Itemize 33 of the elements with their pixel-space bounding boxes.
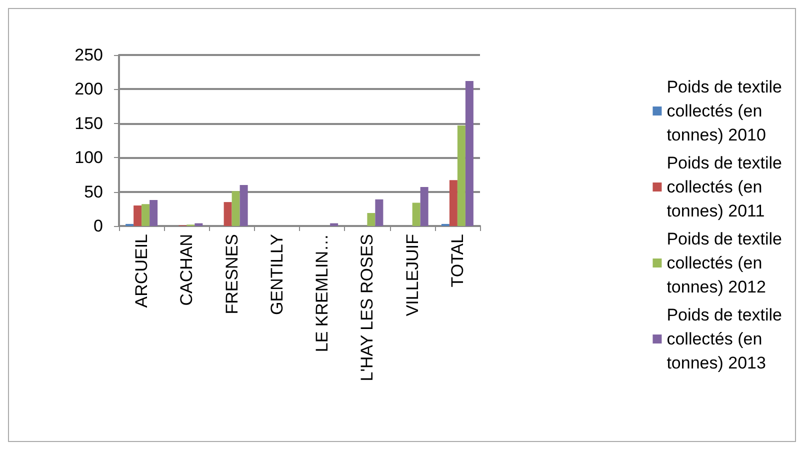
x-tick-label: TOTAL — [448, 234, 467, 288]
bar — [449, 180, 458, 226]
bar — [420, 187, 428, 226]
bar — [232, 191, 240, 226]
x-tick-label: L'HAY LES ROSES — [358, 234, 377, 382]
bar — [465, 80, 474, 226]
y-tick-label: 50 — [84, 182, 103, 202]
legend-label: Poids de textile collectés (en tonnes) 2012 — [666, 230, 782, 296]
y-tick-label: 100 — [74, 148, 103, 168]
bar — [224, 202, 232, 226]
bar — [412, 202, 420, 226]
y-tick-label: 150 — [74, 114, 103, 133]
bar — [367, 213, 376, 226]
bar — [240, 184, 248, 226]
legend-label: Poids de textile collectés (en tonnes) 2010 — [666, 78, 782, 144]
x-tick-label: LE KREMLIN… — [312, 234, 332, 352]
legend-label: Poids de textile collectés (en tonnes) 2013 — [666, 306, 782, 372]
x-tick-label: FRESNES — [222, 234, 242, 314]
bar — [457, 125, 466, 226]
y-tick-label: 250 — [74, 46, 103, 64]
bar — [330, 223, 338, 226]
bar — [375, 199, 384, 226]
x-tick-label: VILLEJUIF — [402, 234, 422, 316]
x-tick-label: CACHAN — [177, 234, 196, 306]
bar — [134, 205, 142, 226]
x-tick-label: ARCUEIL — [132, 234, 152, 308]
bar — [194, 223, 203, 226]
bar — [142, 204, 150, 226]
y-tick-label: 200 — [74, 80, 103, 99]
legend-label: Poids de textile collectés (en tonnes) 2011 — [666, 154, 782, 220]
x-tick-label: GENTILLY — [267, 234, 286, 315]
bar — [150, 200, 158, 226]
y-tick-label: 0 — [94, 216, 103, 236]
